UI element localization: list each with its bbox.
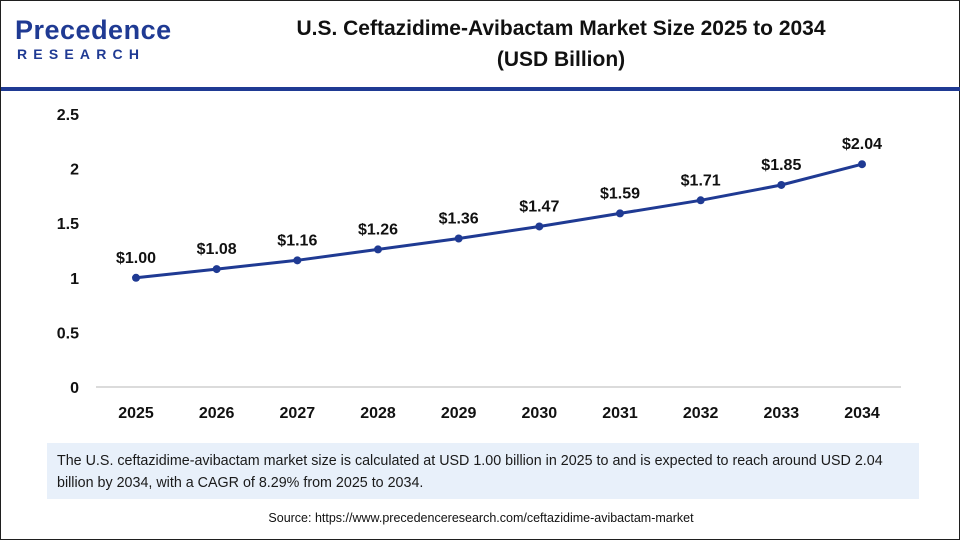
data-label: $2.04 (842, 136, 882, 153)
x-tick-label: 2031 (602, 405, 638, 422)
x-axis-ticks: 2025 2026 2027 2028 2029 2030 2031 2032 2033 2034 (118, 405, 880, 422)
data-label: $1.85 (761, 157, 801, 174)
data-label: $1.71 (681, 172, 721, 189)
x-tick-label: 2029 (441, 405, 477, 422)
y-tick-label: 2 (70, 162, 79, 179)
data-labels: $1.00 $1.08 $1.16 $1.26 $1.36 $1.47 $1.59 $1.71… (116, 136, 882, 267)
data-point (616, 209, 624, 218)
series-line (135, 162, 863, 280)
summary-note: The U.S. ceftazidime-avibactam market si… (47, 443, 919, 499)
data-point (777, 180, 786, 189)
data-point (858, 160, 866, 169)
x-tick-label: 2028 (360, 405, 396, 422)
y-tick-label: 1.5 (57, 216, 79, 233)
data-label: $1.59 (600, 185, 640, 202)
logo-top-text: Precedence (15, 15, 172, 45)
data-label: $1.47 (519, 198, 559, 215)
y-tick-label: 0 (70, 380, 79, 397)
y-tick-label: 2.5 (57, 107, 79, 124)
x-tick-label: 2034 (844, 405, 880, 422)
chart-title-line1: U.S. Ceftazidime-Avibactam Market Size 2… (296, 17, 826, 40)
precedence-research-logo: Precedence RESEARCH (15, 15, 171, 65)
x-tick-label: 2027 (280, 405, 316, 422)
data-label: $1.00 (116, 250, 156, 267)
x-tick-label: 2033 (764, 405, 800, 422)
x-tick-label: 2025 (118, 405, 154, 422)
y-tick-label: 1 (70, 271, 79, 288)
x-tick-label: 2032 (683, 405, 719, 422)
data-label: $1.26 (358, 221, 398, 238)
chart-title: U.S. Ceftazidime-Avibactam Market Size 2… (201, 13, 921, 75)
x-tick-label: 2026 (199, 405, 235, 422)
data-point (696, 196, 705, 205)
y-tick-label: 0.5 (57, 325, 79, 342)
line-chart: 0 0.5 1 1.5 2 2.5 2025 2026 2027 2028 2029 2030 203… (57, 107, 901, 422)
y-axis-ticks: 0 0.5 1 1.5 2 2.5 (57, 107, 79, 397)
data-point (212, 265, 221, 274)
logo-bottom-text: RESEARCH (17, 46, 146, 62)
series-points (132, 160, 866, 282)
data-label: $1.08 (197, 241, 237, 258)
source-text: Source: https://www.precedenceresearch.c… (268, 511, 694, 525)
data-point (132, 273, 140, 282)
data-point (293, 256, 302, 265)
chart-title-line2: (USD Billion) (496, 48, 626, 71)
x-tick-label: 2030 (522, 405, 558, 422)
data-point (454, 234, 463, 243)
header-divider (1, 87, 960, 91)
data-label: $1.36 (439, 210, 479, 227)
data-point (374, 245, 382, 254)
data-label: $1.16 (277, 232, 317, 249)
data-point (535, 222, 544, 231)
